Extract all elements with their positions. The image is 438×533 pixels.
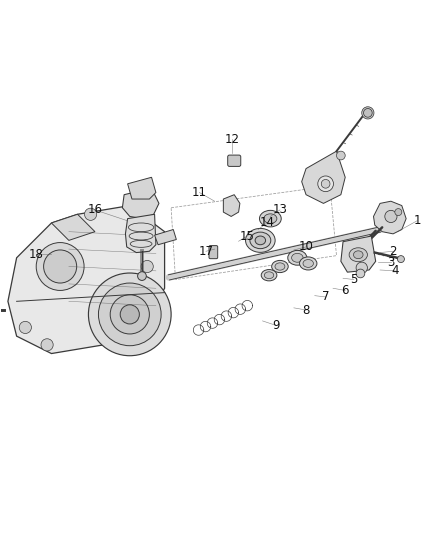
Circle shape xyxy=(362,107,374,119)
Ellipse shape xyxy=(250,232,271,249)
Circle shape xyxy=(318,176,333,192)
Text: 12: 12 xyxy=(225,133,240,146)
Text: 13: 13 xyxy=(272,204,287,216)
Circle shape xyxy=(356,269,365,278)
Polygon shape xyxy=(341,236,376,272)
Circle shape xyxy=(397,256,404,263)
Circle shape xyxy=(99,283,161,346)
Text: 18: 18 xyxy=(29,248,44,261)
Polygon shape xyxy=(302,151,345,204)
Text: 8: 8 xyxy=(302,303,310,317)
Ellipse shape xyxy=(255,236,265,245)
Circle shape xyxy=(385,211,397,223)
Polygon shape xyxy=(122,188,159,219)
Ellipse shape xyxy=(292,253,303,262)
Text: 1: 1 xyxy=(413,214,421,227)
Text: 14: 14 xyxy=(259,216,274,230)
Polygon shape xyxy=(125,214,156,253)
Ellipse shape xyxy=(353,251,363,259)
Text: 16: 16 xyxy=(88,204,102,216)
Circle shape xyxy=(85,208,97,220)
Polygon shape xyxy=(155,230,177,245)
FancyBboxPatch shape xyxy=(209,246,218,259)
Ellipse shape xyxy=(272,261,288,272)
Polygon shape xyxy=(51,214,95,240)
Ellipse shape xyxy=(349,248,367,262)
Ellipse shape xyxy=(246,229,275,252)
Polygon shape xyxy=(374,201,406,234)
FancyBboxPatch shape xyxy=(228,155,241,166)
Ellipse shape xyxy=(264,214,277,223)
Ellipse shape xyxy=(288,251,307,265)
Ellipse shape xyxy=(303,260,314,268)
Circle shape xyxy=(321,180,330,188)
Text: 11: 11 xyxy=(192,186,207,199)
Circle shape xyxy=(364,109,372,117)
Ellipse shape xyxy=(261,270,277,281)
Text: 6: 6 xyxy=(342,284,349,297)
Polygon shape xyxy=(8,206,165,353)
Circle shape xyxy=(19,321,32,334)
Circle shape xyxy=(110,295,149,334)
Circle shape xyxy=(88,273,171,356)
Text: 15: 15 xyxy=(240,230,255,243)
Circle shape xyxy=(41,339,53,351)
Polygon shape xyxy=(127,177,156,199)
Circle shape xyxy=(336,151,345,160)
Text: 5: 5 xyxy=(350,273,357,286)
Circle shape xyxy=(141,261,153,272)
Circle shape xyxy=(120,305,139,324)
Circle shape xyxy=(36,243,84,290)
Polygon shape xyxy=(168,227,381,280)
Circle shape xyxy=(356,262,367,273)
Ellipse shape xyxy=(265,272,274,279)
Text: 9: 9 xyxy=(272,319,279,332)
Text: 4: 4 xyxy=(392,264,399,277)
Circle shape xyxy=(395,208,402,215)
Text: 3: 3 xyxy=(387,256,395,269)
Polygon shape xyxy=(223,195,240,216)
Text: 17: 17 xyxy=(198,245,213,258)
Ellipse shape xyxy=(259,211,281,227)
Ellipse shape xyxy=(275,263,285,270)
Ellipse shape xyxy=(300,257,317,270)
Text: 7: 7 xyxy=(322,290,329,303)
Text: 2: 2 xyxy=(389,245,397,258)
Circle shape xyxy=(44,250,77,283)
Circle shape xyxy=(138,272,146,280)
Text: 10: 10 xyxy=(299,240,314,253)
